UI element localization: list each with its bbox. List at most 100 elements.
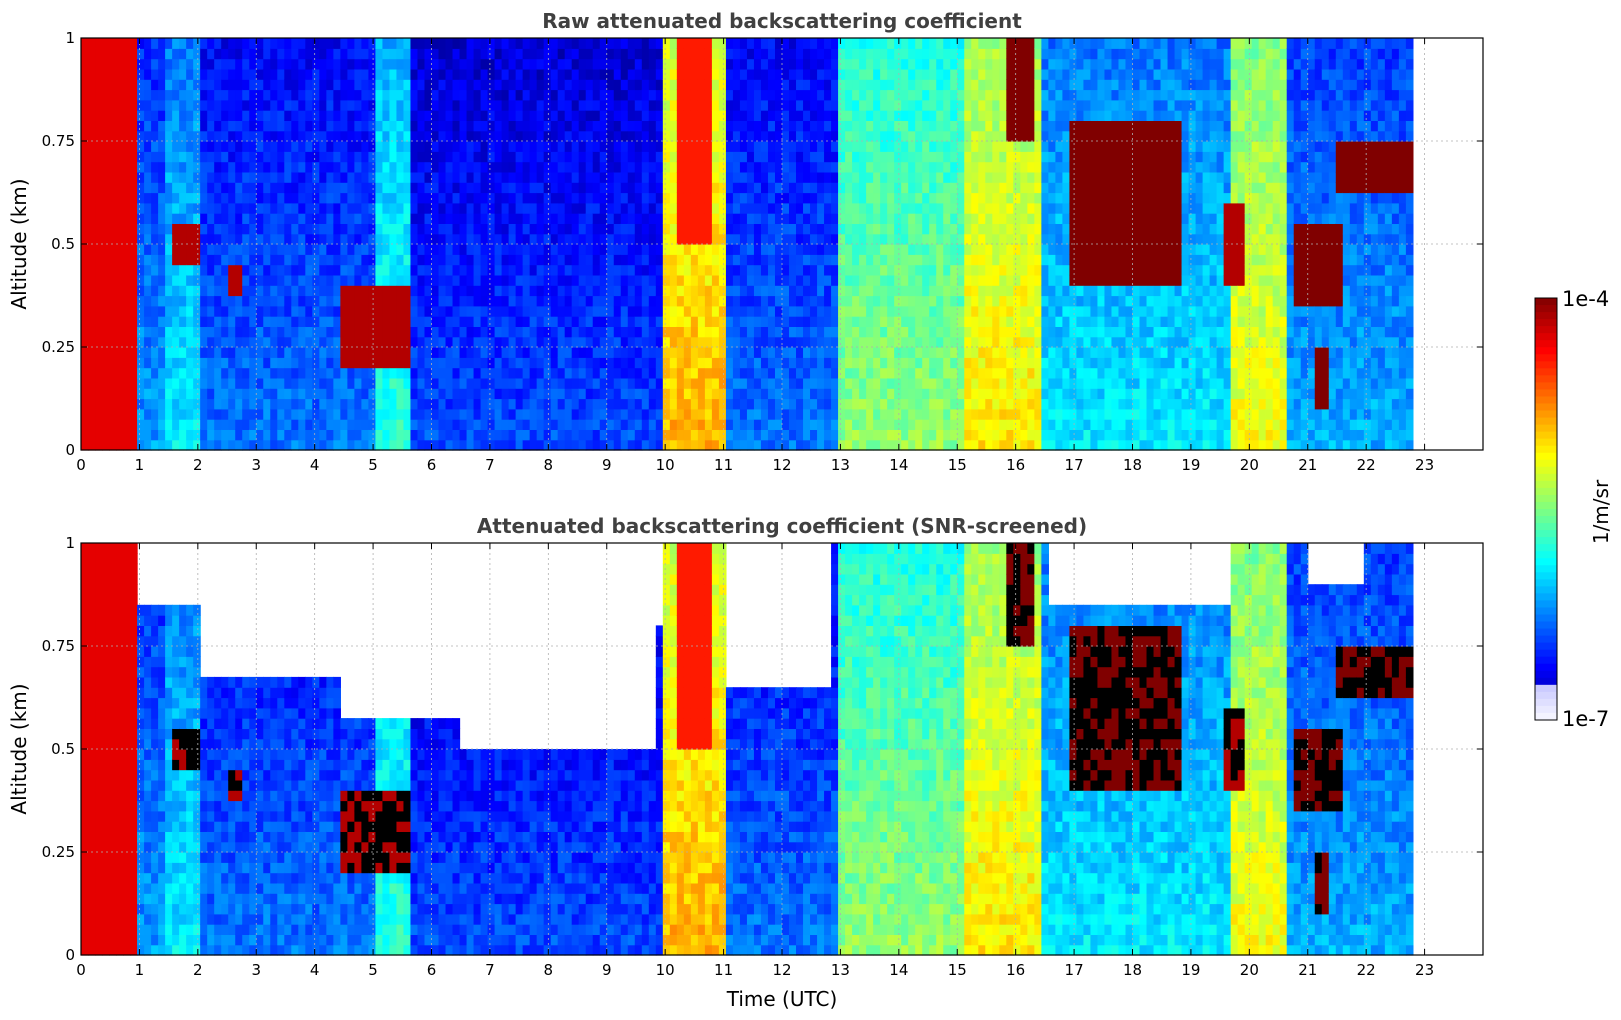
heatmap-cell <box>179 182 187 194</box>
heatmap-cell <box>368 192 377 204</box>
heatmap-cell <box>796 202 804 214</box>
heatmap-cell <box>347 295 355 307</box>
heatmap-cell <box>725 182 734 194</box>
heatmap-cell <box>312 68 320 80</box>
heatmap-cell <box>648 429 657 441</box>
heatmap-cell <box>158 305 166 317</box>
heatmap-cell <box>880 398 888 410</box>
heatmap-cell <box>256 388 264 400</box>
heatmap-cell <box>522 419 531 430</box>
heatmap-cell <box>599 223 608 235</box>
heatmap-cell <box>810 151 818 163</box>
heatmap-cell <box>389 254 398 266</box>
top-heatmap <box>81 38 1414 451</box>
heatmap-cell <box>326 68 334 80</box>
heatmap-cell <box>648 99 657 111</box>
heatmap-cell <box>824 48 832 60</box>
heatmap-cell <box>284 244 292 255</box>
heatmap-cell <box>592 99 601 111</box>
heatmap-cell <box>158 99 166 111</box>
heatmap-cell <box>950 182 958 194</box>
heatmap-cell <box>613 99 622 111</box>
heatmap-cell <box>522 244 531 255</box>
heatmap-cell <box>711 274 720 286</box>
heatmap-cell <box>102 130 110 142</box>
heatmap-cell <box>564 326 573 338</box>
heatmap-cell <box>564 223 573 235</box>
heatmap-cell <box>403 99 412 111</box>
heatmap-cell <box>515 233 524 245</box>
heatmap-cell <box>263 326 271 338</box>
heatmap-cell <box>95 99 103 111</box>
heatmap-cell <box>585 233 594 245</box>
heatmap-cell <box>410 285 419 297</box>
heatmap-cell <box>179 398 187 410</box>
heatmap-cell <box>543 213 552 224</box>
heatmap-cell <box>683 233 692 245</box>
heatmap-cell <box>648 192 657 204</box>
heatmap-cell <box>221 110 229 121</box>
heatmap-cell <box>620 377 629 389</box>
heatmap-cell <box>81 367 89 379</box>
heatmap-cell <box>824 336 832 348</box>
heatmap-cell <box>242 58 250 70</box>
heatmap-cell <box>466 367 475 379</box>
heatmap-cell <box>845 254 853 266</box>
heatmap-cell <box>873 202 881 214</box>
heatmap-cell <box>746 79 755 91</box>
heatmap-cell <box>242 377 250 389</box>
heatmap-cell <box>887 192 895 204</box>
heatmap-cell <box>641 336 650 348</box>
heatmap-cell <box>431 161 440 173</box>
heatmap-cell <box>340 99 348 111</box>
heatmap-cell <box>810 130 818 142</box>
heatmap-cell <box>774 141 783 152</box>
heatmap-cell <box>389 316 398 327</box>
heatmap-cell <box>473 68 482 80</box>
heatmap-cell <box>606 120 615 132</box>
heatmap-cell <box>130 161 138 173</box>
heatmap-cell <box>263 141 271 152</box>
heatmap-cell <box>214 89 222 101</box>
heatmap-cell <box>901 141 909 152</box>
heatmap-cell <box>550 326 559 338</box>
heatmap-cell <box>368 182 377 194</box>
heatmap-cell <box>641 398 650 410</box>
heatmap-cell <box>522 305 531 317</box>
heatmap-cell <box>718 99 727 111</box>
heatmap-cell <box>683 68 692 80</box>
heatmap-cell <box>880 244 888 255</box>
heatmap-cell <box>144 439 152 451</box>
heatmap-cell <box>172 439 180 451</box>
heatmap-cell <box>88 398 96 410</box>
heatmap-cell <box>515 68 524 80</box>
heatmap-cell <box>200 192 208 204</box>
heatmap-cell <box>803 192 811 204</box>
heatmap-cell <box>676 388 685 400</box>
heatmap-cell <box>452 161 461 173</box>
heatmap-cell <box>859 244 867 255</box>
heatmap-cell <box>648 367 657 379</box>
heatmap-cell <box>186 120 194 132</box>
heatmap-cell <box>887 110 895 121</box>
heatmap-cell <box>172 171 180 183</box>
heatmap-cell <box>929 316 937 327</box>
heatmap-cell <box>361 58 370 70</box>
heatmap-cell <box>613 151 622 163</box>
heatmap-cell <box>732 367 741 379</box>
heatmap-cell <box>88 429 96 441</box>
heatmap-cell <box>550 120 559 132</box>
heatmap-cell <box>116 130 124 142</box>
heatmap-cell <box>81 274 89 286</box>
heatmap-cell <box>487 274 496 286</box>
heatmap-cell <box>929 38 937 49</box>
heatmap-cell <box>662 367 671 379</box>
heatmap-cell <box>676 79 685 91</box>
heatmap-cell <box>151 58 159 70</box>
heatmap-cell <box>396 439 405 451</box>
heatmap-cell <box>284 192 292 204</box>
heatmap-cell <box>284 336 292 348</box>
heatmap-cell <box>683 120 692 132</box>
heatmap-cell <box>88 233 96 245</box>
heatmap-cell <box>81 79 89 91</box>
